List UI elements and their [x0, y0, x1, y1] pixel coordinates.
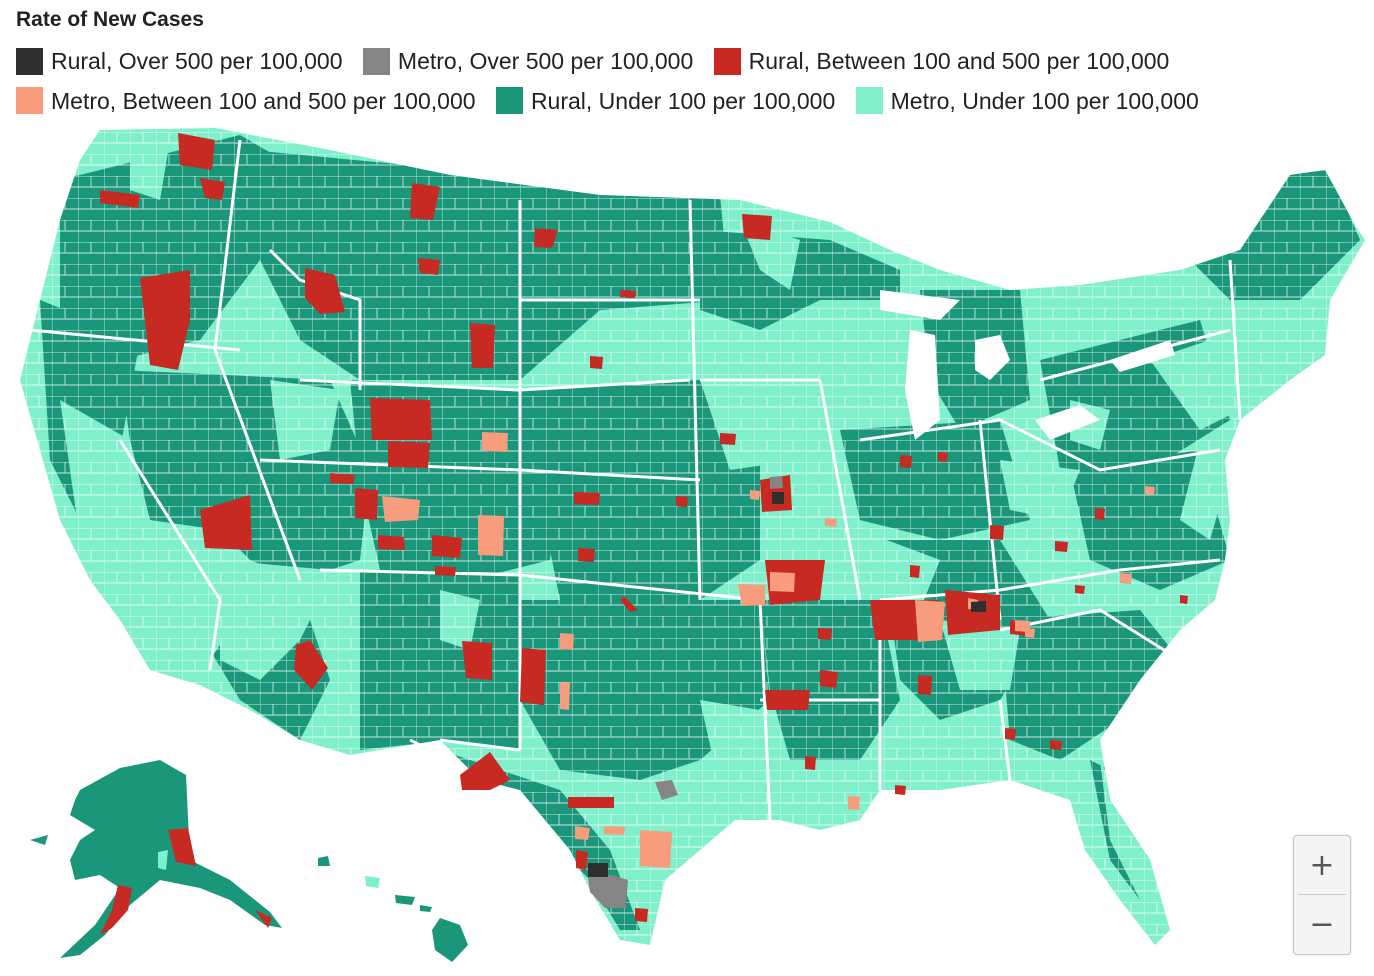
legend-swatch: [16, 87, 43, 114]
legend-item-metro-over-500: Metro, Over 500 per 100,000: [362, 44, 694, 78]
metro-100-500-patches: [382, 432, 1155, 868]
zoom-in-button[interactable]: +: [1294, 836, 1350, 894]
great-lakes: [880, 290, 1175, 440]
hawaii: [318, 856, 468, 962]
rural-100-500-hotspots: [100, 133, 1188, 922]
legend-item-rural-over-500: Rural, Over 500 per 100,000: [16, 44, 343, 78]
zoom-out-button[interactable]: −: [1294, 895, 1350, 953]
legend-swatch: [495, 87, 523, 114]
map-title: Rate of New Cases: [16, 8, 204, 31]
legend-swatch: [713, 47, 741, 75]
legend-label: Rural, Under 100 per 100,000: [530, 87, 836, 114]
metro-over-500-areas: [588, 476, 783, 908]
legend-label: Metro, Under 100 per 100,000: [890, 87, 1199, 114]
alaska: [30, 760, 282, 958]
legend-swatch: [855, 87, 883, 114]
legend-label: Rural, Over 500 per 100,000: [51, 48, 343, 74]
legend-item-rural-100-500: Rural, Between 100 and 500 per 100,000: [713, 44, 1170, 78]
legend: Rural, Over 500 per 100,000 Metro, Over …: [16, 44, 1346, 123]
zoom-divider: [1298, 894, 1346, 895]
legend-label: Metro, Over 500 per 100,000: [397, 48, 694, 74]
legend-label: Rural, Between 100 and 500 per 100,000: [748, 48, 1170, 74]
legend-label: Metro, Between 100 and 500 per 100,000: [51, 87, 476, 114]
legend-item-metro-under-100: Metro, Under 100 per 100,000: [855, 84, 1199, 118]
legend-swatch: [16, 47, 43, 75]
legend-item-metro-100-500: Metro, Between 100 and 500 per 100,000: [16, 84, 476, 118]
zoom-control: + −: [1293, 835, 1351, 955]
county-map[interactable]: [0, 115, 1374, 976]
legend-item-rural-under-100: Rural, Under 100 per 100,000: [495, 84, 836, 118]
rural-over-500-areas: [588, 492, 986, 877]
legend-swatch: [362, 47, 390, 75]
